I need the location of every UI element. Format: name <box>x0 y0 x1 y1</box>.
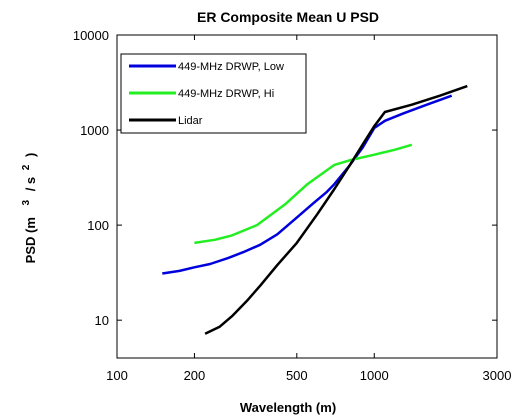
x-tick-label: 100 <box>106 368 128 383</box>
y-tick-label: 10 <box>95 313 109 328</box>
y-axis-label-close: ) <box>23 153 38 157</box>
series-line-lidar <box>204 84 468 335</box>
legend-label-drwp-hi: 449-MHz DRWP, Hi <box>178 88 274 100</box>
axis-ticks: 100 200 500 1000 3000 10 100 1000 10000 <box>73 28 512 383</box>
plot-frame <box>116 34 498 359</box>
x-tick-label: 500 <box>286 368 308 383</box>
y-axis-label-base: PSD (m <box>23 217 38 263</box>
y-axis-label-mid: / s <box>23 177 38 191</box>
series-line-drwp-low <box>162 94 453 275</box>
x-axis-label: Wavelength (m) <box>240 400 336 415</box>
y-tick-label: 10000 <box>73 28 109 43</box>
y-axis-label-exp3: 3 <box>21 199 32 205</box>
y-tick-label: 100 <box>87 218 109 233</box>
legend-label-drwp-low: 449-MHz DRWP, Low <box>178 61 284 73</box>
y-axis-label: PSD (m 3 / s 2 ) <box>17 153 38 264</box>
legend-label-lidar: Lidar <box>178 115 203 127</box>
x-tick-label: 200 <box>184 368 206 383</box>
series-line-drwp-hi <box>194 143 413 245</box>
y-axis-label-exp2: 2 <box>21 164 32 170</box>
legend: 449-MHz DRWP, Low 449-MHz DRWP, Hi Lidar <box>120 53 307 134</box>
chart-title: ER Composite Mean U PSD <box>197 9 379 25</box>
y-tick-label: 1000 <box>80 123 109 138</box>
x-tick-label: 1000 <box>360 368 389 383</box>
x-tick-label: 3000 <box>483 368 512 383</box>
data-lines <box>162 84 468 335</box>
